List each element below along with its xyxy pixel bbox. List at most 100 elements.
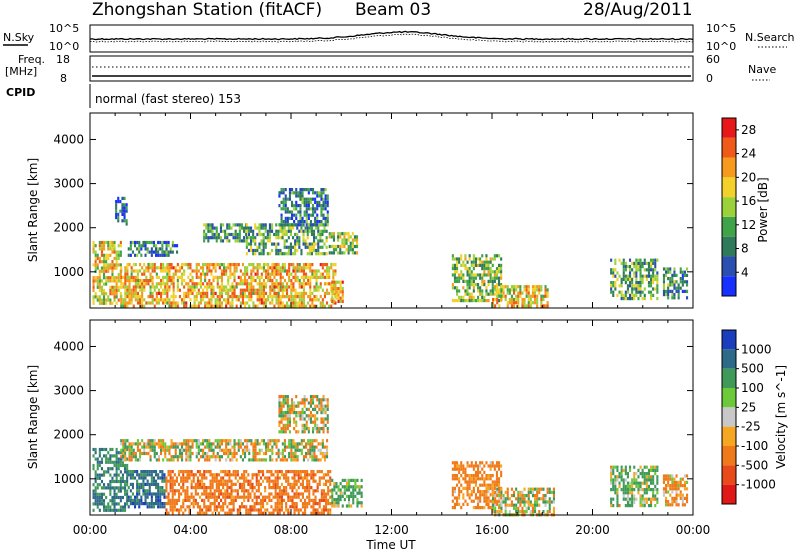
echo-cell bbox=[260, 470, 262, 473]
freq-label-2: [MHz] bbox=[5, 65, 37, 78]
echo-cell bbox=[614, 287, 616, 290]
echo-cell bbox=[483, 506, 485, 509]
freq-tick-bottom: 8 bbox=[60, 72, 67, 85]
echo-cell bbox=[217, 452, 219, 455]
echo-cell bbox=[114, 474, 116, 477]
echo-cell bbox=[189, 263, 191, 266]
echo-cell bbox=[553, 507, 555, 510]
echo-cell bbox=[124, 213, 126, 216]
echo-cell bbox=[276, 273, 278, 276]
echo-cell bbox=[267, 276, 269, 279]
echo-cell bbox=[490, 468, 492, 471]
echo-cell bbox=[519, 510, 521, 513]
noise-panel bbox=[90, 25, 693, 52]
echo-cell bbox=[185, 301, 187, 304]
echo-cell bbox=[652, 469, 654, 472]
cpid-text: normal (fast stereo) 153 bbox=[95, 92, 241, 106]
echo-cell bbox=[646, 488, 648, 491]
echo-cell bbox=[155, 480, 157, 483]
echo-cell bbox=[116, 486, 118, 489]
echo-cell bbox=[289, 217, 291, 220]
echo-cell bbox=[111, 267, 113, 270]
echo-cell bbox=[513, 292, 515, 295]
echo-cell bbox=[521, 491, 523, 494]
echo-cell bbox=[206, 301, 208, 304]
echo-cell bbox=[327, 492, 329, 495]
echo-cell bbox=[225, 266, 227, 269]
echo-cell bbox=[277, 496, 279, 499]
echo-cell bbox=[282, 285, 284, 288]
echo-cell bbox=[129, 298, 131, 301]
echo-cell bbox=[215, 276, 217, 279]
echo-cell bbox=[109, 289, 111, 292]
echo-cell bbox=[352, 239, 354, 242]
echo-cell bbox=[656, 469, 658, 472]
echo-cell bbox=[629, 504, 631, 507]
echo-cell bbox=[327, 421, 329, 424]
echo-cell bbox=[290, 449, 292, 452]
echo-cell bbox=[223, 452, 225, 455]
echo-cell bbox=[203, 230, 205, 233]
echo-cell bbox=[215, 458, 217, 461]
echo-cell bbox=[354, 239, 356, 242]
echo-cell bbox=[528, 497, 530, 500]
echo-cell bbox=[467, 280, 469, 283]
echo-cell bbox=[621, 297, 623, 300]
echo-cell bbox=[322, 452, 324, 455]
echo-cell bbox=[177, 279, 179, 282]
echo-cell bbox=[204, 301, 206, 304]
echo-cell bbox=[158, 289, 160, 292]
echo-cell bbox=[157, 483, 159, 486]
echo-cell bbox=[153, 476, 155, 479]
echo-cell bbox=[130, 254, 132, 257]
echo-cell bbox=[348, 245, 350, 248]
echo-cell bbox=[235, 236, 237, 239]
echo-cell bbox=[308, 480, 310, 483]
echo-cell bbox=[322, 301, 324, 304]
echo-cell bbox=[467, 503, 469, 506]
echo-cell bbox=[534, 507, 536, 510]
echo-cell bbox=[473, 487, 475, 490]
freq-tick-top: 18 bbox=[56, 53, 70, 66]
echo-cell bbox=[186, 489, 188, 492]
echo-cell bbox=[284, 233, 286, 236]
echo-cell bbox=[175, 449, 177, 452]
echo-cell bbox=[454, 474, 456, 477]
echo-cell bbox=[159, 496, 161, 499]
echo-cell bbox=[301, 452, 303, 455]
echo-cell bbox=[498, 494, 500, 497]
echo-cell bbox=[212, 230, 214, 233]
echo-cell bbox=[185, 282, 187, 285]
echo-cell bbox=[289, 499, 291, 502]
echo-cell bbox=[107, 509, 109, 512]
echo-cell bbox=[464, 487, 466, 490]
echo-cell bbox=[259, 279, 261, 282]
echo-cell bbox=[507, 301, 509, 304]
echo-cell bbox=[213, 279, 215, 282]
echo-cell bbox=[154, 452, 156, 455]
echo-cell bbox=[207, 223, 209, 226]
echo-cell bbox=[488, 264, 490, 267]
echo-cell bbox=[194, 285, 196, 288]
echo-cell bbox=[644, 472, 646, 475]
echo-cell bbox=[256, 489, 258, 492]
echo-cell bbox=[157, 499, 159, 502]
echo-cell bbox=[261, 292, 263, 295]
echo-cell bbox=[320, 442, 322, 445]
echo-cell bbox=[195, 492, 197, 495]
echo-cell bbox=[248, 295, 250, 298]
echo-cell bbox=[145, 452, 147, 455]
echo-cell bbox=[107, 502, 109, 505]
echo-cell bbox=[294, 249, 296, 252]
echo-cell bbox=[103, 470, 105, 473]
echo-cell bbox=[460, 277, 462, 280]
echo-cell bbox=[323, 489, 325, 492]
echo-cell bbox=[101, 260, 103, 263]
echo-cell bbox=[95, 263, 97, 266]
echo-cell bbox=[352, 488, 354, 491]
echo-cell bbox=[174, 473, 176, 476]
echo-cell bbox=[534, 298, 536, 301]
echo-cell bbox=[157, 473, 159, 476]
echo-cell bbox=[174, 499, 176, 502]
echo-cell bbox=[656, 284, 658, 287]
